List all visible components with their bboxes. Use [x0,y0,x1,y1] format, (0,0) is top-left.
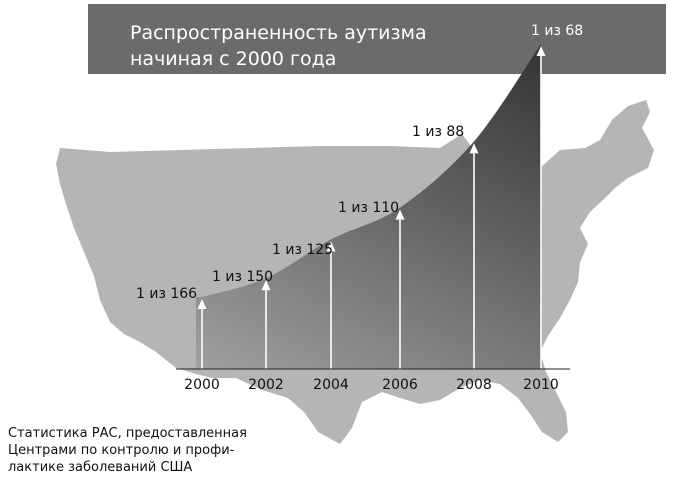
data-label-2010: 1 из 68 [531,23,583,39]
title-bar [88,4,666,74]
arrow-head-2010 [536,46,546,56]
data-label-2004: 1 из 125 [272,242,333,258]
data-label-2006: 1 из 110 [338,200,399,216]
arrow-head-2008 [469,143,479,154]
arrow-head-2004 [326,241,336,252]
x-tick-group: 2000 2002 2004 2006 2008 2010 [184,377,559,393]
data-label-2002: 1 из 150 [212,269,273,285]
chart-title-line-2: начиная с 2000 года [130,48,336,70]
source-note-line-3: лактике заболеваний США [8,460,193,475]
x-tick-label-2010: 2010 [523,377,559,393]
arrow-head-2002 [261,280,271,291]
data-label-2008: 1 из 88 [412,124,464,140]
data-label-2000: 1 из 166 [136,286,197,302]
arrow-head-2000 [197,299,207,309]
x-tick-label-2000: 2000 [184,377,220,393]
x-tick-label-2008: 2008 [456,377,492,393]
chart-title-line-1: Распространенность аутизма [130,22,427,44]
arrow-head-2006 [395,209,405,220]
source-note-line-1: Статистика РАС, предоставленная [8,426,247,441]
source-note-line-2: Центрами по контролю и профи- [8,443,235,458]
x-tick-label-2006: 2006 [382,377,418,393]
arrow-group [197,46,546,369]
source-note: Статистика РАС, предоставленная Центрами… [8,425,308,476]
x-tick-label-2004: 2004 [313,377,349,393]
data-label-group: 1 из 166 1 из 150 1 из 125 1 из 110 1 из 88 1… [136,23,583,302]
prevalence-area-shade [196,44,541,369]
x-tick-label-2002: 2002 [248,377,284,393]
